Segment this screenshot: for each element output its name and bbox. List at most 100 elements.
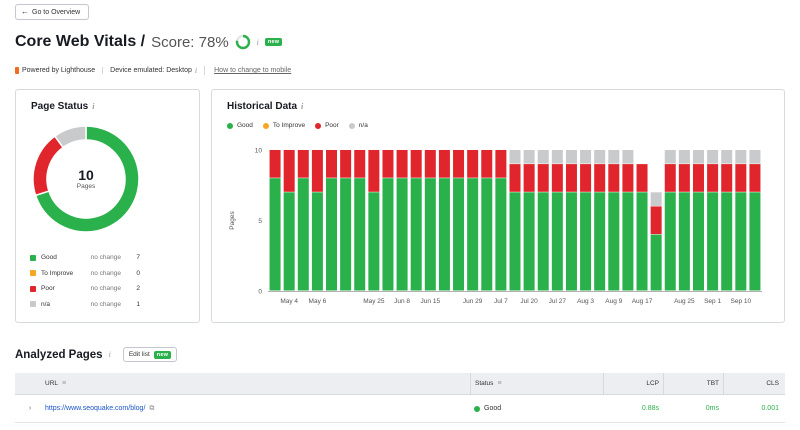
how-to-change-link[interactable]: How to change to mobile <box>214 67 292 74</box>
bar-segment-good[interactable] <box>650 234 662 291</box>
bar-segment-n-a[interactable] <box>749 150 761 164</box>
bar-segment-poor[interactable] <box>481 150 493 178</box>
bar-segment-good[interactable] <box>678 192 690 291</box>
bar-segment-n-a[interactable] <box>650 192 662 206</box>
bar-segment-good[interactable] <box>692 192 704 291</box>
bar-segment-poor[interactable] <box>707 164 719 192</box>
bar-segment-poor[interactable] <box>340 150 352 178</box>
bar-segment-poor[interactable] <box>297 150 309 178</box>
filter-icon[interactable]: ≡ <box>497 380 502 387</box>
bar-segment-poor[interactable] <box>467 150 479 178</box>
bar-segment-n-a[interactable] <box>594 150 606 164</box>
bar-segment-n-a[interactable] <box>622 150 634 164</box>
bar-segment-n-a[interactable] <box>608 150 620 164</box>
bar-segment-poor[interactable] <box>438 150 450 178</box>
bar-segment-good[interactable] <box>523 192 535 291</box>
chevron-right-icon[interactable]: › <box>28 405 32 412</box>
status-column-header[interactable]: Status ≡ <box>470 373 603 394</box>
bar-segment-n-a[interactable] <box>523 150 535 164</box>
bar-segment-good[interactable] <box>326 178 338 291</box>
bar-segment-good[interactable] <box>622 192 634 291</box>
donut-slice-n-a[interactable] <box>53 125 87 149</box>
bar-segment-n-a[interactable] <box>551 150 563 164</box>
bar-segment-poor[interactable] <box>551 164 563 192</box>
bar-segment-good[interactable] <box>297 178 309 291</box>
bar-segment-n-a[interactable] <box>707 150 719 164</box>
bar-segment-poor[interactable] <box>523 164 535 192</box>
bar-segment-good[interactable] <box>396 178 408 291</box>
bar-segment-good[interactable] <box>424 178 436 291</box>
url-column-header[interactable]: URL ≡ <box>45 380 470 387</box>
bar-segment-poor[interactable] <box>678 164 690 192</box>
bar-segment-poor[interactable] <box>622 164 634 192</box>
bar-segment-poor[interactable] <box>495 150 507 178</box>
bar-segment-poor[interactable] <box>424 150 436 178</box>
bar-segment-n-a[interactable] <box>735 150 747 164</box>
bar-segment-poor[interactable] <box>608 164 620 192</box>
bar-segment-poor[interactable] <box>382 150 394 178</box>
bar-segment-good[interactable] <box>438 178 450 291</box>
lcp-column-header[interactable]: LCP <box>603 373 663 394</box>
external-link-icon[interactable]: ⧉ <box>149 404 155 412</box>
bar-segment-good[interactable] <box>608 192 620 291</box>
bar-segment-poor[interactable] <box>283 150 295 192</box>
bar-segment-poor[interactable] <box>453 150 465 178</box>
sort-icon[interactable]: ≡ <box>62 380 67 387</box>
bar-segment-n-a[interactable] <box>580 150 592 164</box>
donut-slice-poor[interactable] <box>32 135 65 197</box>
bar-segment-n-a[interactable] <box>664 150 676 164</box>
bar-segment-good[interactable] <box>636 192 648 291</box>
bar-segment-good[interactable] <box>354 178 366 291</box>
bar-segment-n-a[interactable] <box>721 150 733 164</box>
edit-list-button[interactable]: Edit list new <box>122 347 178 362</box>
bar-segment-good[interactable] <box>311 192 323 291</box>
bar-segment-poor[interactable] <box>354 150 366 178</box>
info-icon[interactable]: i <box>194 66 198 75</box>
bar-segment-good[interactable] <box>382 178 394 291</box>
bar-segment-good[interactable] <box>594 192 606 291</box>
bar-segment-good[interactable] <box>453 178 465 291</box>
bar-segment-good[interactable] <box>551 192 563 291</box>
bar-segment-poor[interactable] <box>326 150 338 178</box>
bar-segment-poor[interactable] <box>269 150 281 178</box>
bar-segment-good[interactable] <box>410 178 422 291</box>
bar-segment-poor[interactable] <box>509 164 521 192</box>
info-icon[interactable]: i <box>92 102 95 111</box>
bar-segment-good[interactable] <box>467 178 479 291</box>
bar-segment-poor[interactable] <box>368 150 380 192</box>
legend-item[interactable]: n/a <box>348 122 368 129</box>
bar-segment-poor[interactable] <box>650 206 662 235</box>
page-url-link[interactable]: https://www.seoquake.com/blog/ <box>45 405 146 412</box>
bar-segment-good[interactable] <box>495 178 507 291</box>
bar-segment-poor[interactable] <box>537 164 549 192</box>
legend-item[interactable]: Good <box>227 122 253 129</box>
cls-column-header[interactable]: CLS <box>723 373 783 394</box>
info-icon[interactable]: i <box>256 37 259 47</box>
bar-segment-poor[interactable] <box>692 164 704 192</box>
bar-segment-poor[interactable] <box>721 164 733 192</box>
bar-segment-good[interactable] <box>537 192 549 291</box>
bar-segment-poor[interactable] <box>580 164 592 192</box>
bar-segment-good[interactable] <box>565 192 577 291</box>
legend-item[interactable]: Poor <box>315 122 339 129</box>
bar-segment-poor[interactable] <box>735 164 747 192</box>
bar-segment-poor[interactable] <box>636 164 648 192</box>
bar-segment-n-a[interactable] <box>692 150 704 164</box>
bar-segment-good[interactable] <box>707 192 719 291</box>
bar-segment-good[interactable] <box>340 178 352 291</box>
bar-segment-poor[interactable] <box>565 164 577 192</box>
legend-item[interactable]: To Improve <box>262 122 305 129</box>
info-icon[interactable]: i <box>301 102 304 111</box>
bar-segment-poor[interactable] <box>749 164 761 192</box>
bar-segment-good[interactable] <box>269 178 281 291</box>
bar-segment-good[interactable] <box>580 192 592 291</box>
bar-segment-poor[interactable] <box>396 150 408 178</box>
bar-segment-n-a[interactable] <box>565 150 577 164</box>
bar-segment-n-a[interactable] <box>509 150 521 164</box>
bar-segment-good[interactable] <box>721 192 733 291</box>
bar-segment-poor[interactable] <box>311 150 323 192</box>
bar-segment-poor[interactable] <box>594 164 606 192</box>
bar-segment-good[interactable] <box>735 192 747 291</box>
bar-segment-good[interactable] <box>283 192 295 291</box>
bar-segment-n-a[interactable] <box>537 150 549 164</box>
